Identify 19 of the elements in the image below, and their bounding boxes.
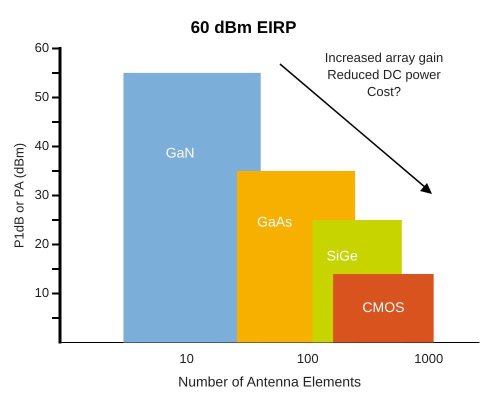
y-axis-title: P1dB or PA (dBm) [11,142,26,248]
annotation: Cost? [367,84,401,99]
x-tick-label: 1000 [414,350,444,366]
series-label: GaN [166,144,195,161]
series-label: CMOS [362,299,404,316]
x-axis-title: Number of Antenna Elements [178,373,361,390]
annotation: Reduced DC power [327,66,442,82]
series-label: GaAs [257,213,292,230]
x-tick-label: 100 [296,350,319,366]
y-tick-label: 60 [34,40,50,55]
series-label: SiGe [326,248,358,264]
y-tick-label: 40 [34,138,50,154]
y-tick-label: 50 [34,89,50,104]
y-tick-label: 10 [34,285,50,300]
chart-title: 60 dBm EIRP [190,18,296,37]
x-tick-label: 10 [179,350,194,366]
annotation: Increased array gain [324,50,444,65]
y-tick-label: 30 [34,187,50,202]
y-tick-label: 20 [34,236,50,252]
